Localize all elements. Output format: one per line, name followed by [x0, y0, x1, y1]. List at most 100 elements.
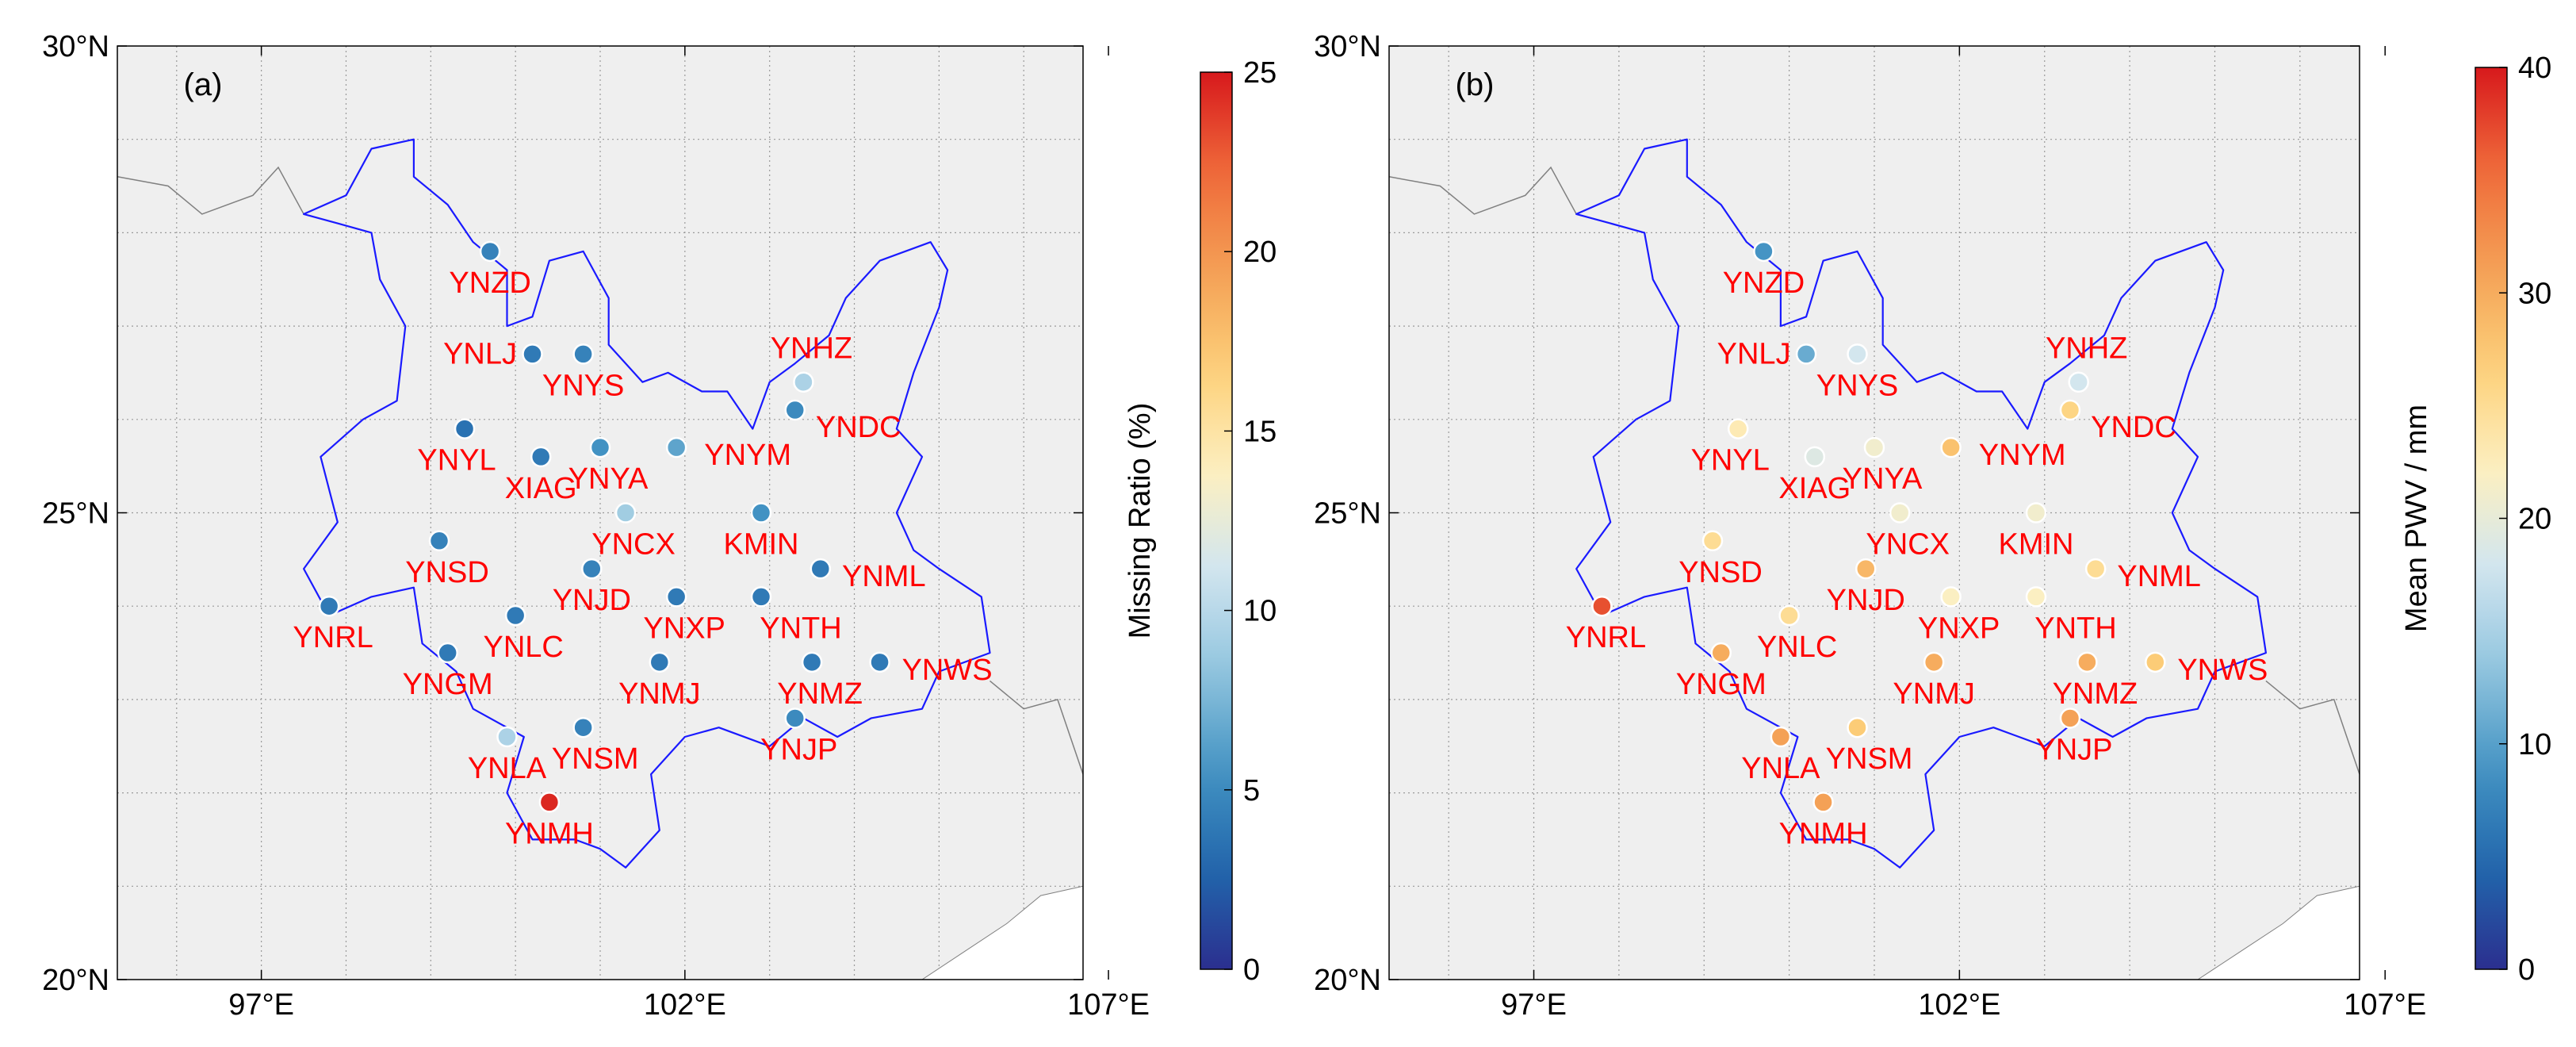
station-label: YNLA: [468, 752, 547, 785]
colorbar: 0 5 10 15 20 25 Missing Ratio (%): [1123, 56, 1277, 987]
station-label: YNYS: [542, 369, 624, 402]
station-label: XIAG: [505, 472, 577, 505]
station-label: KMIN: [1999, 528, 2074, 562]
station-label: YNMH: [505, 817, 594, 850]
station-label: YNYM: [1979, 439, 2066, 472]
station-marker: [665, 586, 687, 608]
panel-label: (b): [1456, 67, 1495, 102]
station-marker: [1778, 604, 1800, 627]
station-marker: [2068, 371, 2089, 393]
station-marker: [479, 240, 501, 263]
y-tick-label: 30°N: [1314, 30, 1381, 63]
station-label: YNJP: [760, 733, 837, 766]
x-tick-label: 107°E: [1067, 988, 1150, 1022]
station-label: YNLA: [1741, 752, 1820, 785]
station-marker: [1753, 240, 1774, 263]
station-label: YNJD: [553, 584, 631, 617]
y-tick-label: 25°N: [1314, 497, 1381, 531]
station-label: YNSM: [1826, 742, 1913, 776]
station-label: YNLC: [483, 631, 563, 664]
station-label: YNDC: [816, 411, 901, 444]
station-label: YNHZ: [2046, 332, 2127, 366]
station-label: YNHZ: [771, 332, 852, 366]
x-tick-label: 107°E: [2344, 988, 2426, 1022]
station-marker: [2145, 651, 2166, 673]
country-border: [2265, 680, 2360, 775]
x-tick-label: 97°E: [228, 988, 294, 1022]
station-label: YNRL: [1566, 621, 1646, 654]
station-marker: [665, 436, 687, 458]
station-label: YNMZ: [777, 677, 863, 711]
y-tick-label: 20°N: [42, 964, 109, 997]
station-marker: [1804, 446, 1826, 468]
station-marker: [581, 558, 603, 580]
colorbar-tick-label: 10: [1243, 595, 1277, 628]
station-marker: [1847, 343, 1868, 365]
station-marker: [750, 502, 772, 524]
station-marker: [801, 651, 823, 673]
station-label: YNYA: [568, 462, 649, 496]
station-label: YNTH: [760, 612, 841, 645]
colorbar-tick-label: 0: [2518, 953, 2535, 987]
station-label: KMIN: [724, 528, 799, 562]
country-border: [989, 680, 1083, 775]
station-label: YNXP: [1918, 612, 2000, 645]
station-marker: [1770, 726, 1792, 748]
station-marker: [2084, 558, 2107, 580]
station-marker: [522, 343, 543, 365]
station-marker: [810, 558, 832, 580]
station-marker: [1889, 502, 1911, 524]
station-marker: [1701, 530, 1724, 552]
station-marker: [793, 371, 814, 393]
station-label: YNWS: [902, 654, 993, 687]
sea-area: [921, 885, 1083, 980]
station-marker: [649, 651, 671, 673]
station-label: YNSD: [1678, 556, 1763, 589]
province-border: [303, 138, 991, 869]
station-marker: [2025, 502, 2047, 524]
station-label: XIAG: [1778, 472, 1851, 505]
station-label: YNMJ: [618, 677, 700, 711]
station-label: YNMZ: [2053, 677, 2138, 711]
colorbar-tick-label: 20: [2518, 503, 2551, 536]
station-marker: [869, 651, 890, 673]
station-label: YNCX: [591, 528, 676, 562]
station-label: YNGM: [403, 668, 493, 701]
station-marker: [1812, 792, 1834, 813]
colorbar: 0 10 20 30 40 Mean PWV / mm: [2400, 52, 2551, 987]
station-marker: [614, 502, 637, 524]
station-marker: [530, 446, 552, 468]
station-marker: [784, 708, 806, 729]
station-marker: [428, 530, 450, 552]
colorbar-title: Missing Ratio (%): [1123, 403, 1157, 639]
station-label: YNJP: [2035, 733, 2112, 766]
y-tick-label: 20°N: [1314, 964, 1381, 997]
station-marker: [572, 716, 594, 738]
station-marker: [1923, 651, 1945, 673]
station-marker: [1940, 436, 1962, 458]
station-marker: [496, 726, 518, 748]
station-marker: [1727, 418, 1749, 439]
station-label: YNRL: [293, 621, 373, 654]
station-label: YNML: [842, 560, 926, 593]
station-marker: [1863, 436, 1885, 458]
station-marker: [504, 604, 526, 627]
station-label: YNWS: [2177, 654, 2268, 687]
station-label: YNJD: [1827, 584, 1905, 617]
x-tick-label: 102°E: [1918, 988, 2000, 1022]
station-label: YNZD: [1723, 267, 1805, 300]
station-label: YNMJ: [1893, 677, 1974, 711]
station-marker: [538, 792, 561, 813]
station-label: YNML: [2117, 560, 2201, 593]
station-marker: [572, 343, 594, 365]
colorbar-title: Mean PWV / mm: [2400, 405, 2433, 632]
station-label: YNLJ: [443, 337, 517, 370]
station-label: YNGM: [1676, 668, 1766, 701]
station-marker: [1710, 642, 1732, 664]
station-label: YNYM: [704, 439, 791, 472]
station-label: YNSD: [405, 556, 489, 589]
colorbar-tick-label: 15: [1243, 415, 1277, 448]
station-marker: [318, 595, 340, 617]
colorbar-tick-label: 5: [1243, 774, 1260, 807]
